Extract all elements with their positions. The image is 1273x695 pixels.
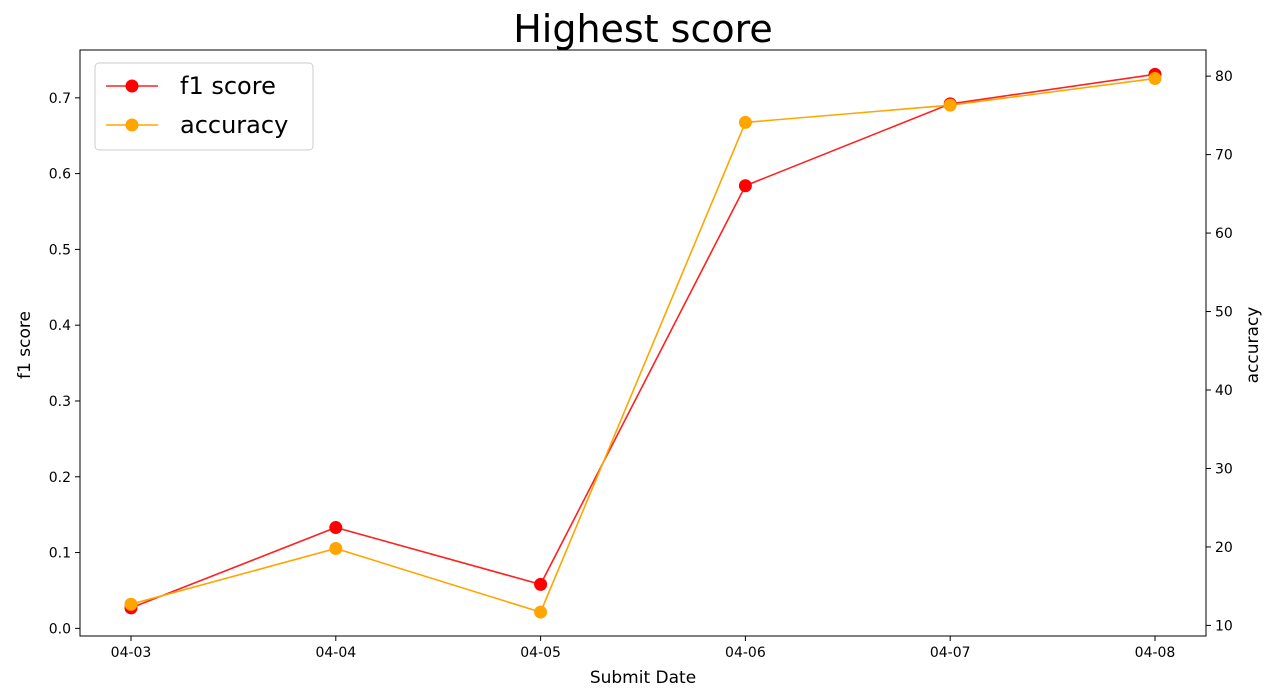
series-point-0 (329, 521, 343, 535)
series-line-1 (130, 77, 1156, 614)
legend-marker (125, 118, 139, 132)
y-right-tick-label: 70 (1215, 148, 1233, 164)
x-tick-label: 04-07 (930, 645, 971, 661)
y-left-tick-label: 0.3 (49, 394, 71, 410)
y-right-tick-label: 50 (1215, 305, 1233, 321)
x-tick-label: 04-04 (315, 645, 356, 661)
y-axis-right-label: accuracy (1243, 307, 1263, 384)
series-point-1 (738, 115, 752, 129)
legend-box (94, 62, 314, 151)
legend-label: accuracy (180, 111, 288, 139)
series-point-1 (943, 98, 957, 112)
y-right-tick-label: 20 (1215, 540, 1233, 556)
y-right-tick-label: 40 (1215, 383, 1233, 399)
series-point-1 (329, 542, 343, 556)
x-tick-label: 04-08 (1135, 645, 1176, 661)
x-axis-label: Submit Date (590, 668, 696, 688)
series-point-0 (534, 577, 548, 591)
legend-label: f1 score (180, 72, 276, 100)
legend: f1 score accuracy (94, 62, 314, 151)
x-tick-label: 04-05 (520, 645, 561, 661)
series-point-1 (1148, 71, 1162, 85)
legend-marker (125, 79, 139, 93)
series-point-1 (124, 597, 138, 611)
chart-title: Highest score (513, 7, 773, 51)
y-right-tick-label: 10 (1215, 618, 1233, 634)
y-right-tick-label: 80 (1215, 69, 1233, 85)
plot-frame (79, 49, 1207, 637)
x-tick-label: 04-03 (111, 645, 152, 661)
y-right-tick-label: 60 (1215, 226, 1233, 242)
y-left-tick-label: 0.6 (49, 167, 71, 183)
series-line-0 (130, 73, 1156, 609)
x-tick-label: 04-06 (725, 645, 766, 661)
y-axis-left-label: f1 score (15, 311, 35, 379)
y-left-tick-label: 0.4 (49, 318, 71, 334)
y-left-tick-label: 0.0 (49, 621, 71, 637)
y-right-tick-label: 30 (1215, 461, 1233, 477)
y-left-tick-label: 0.1 (49, 546, 71, 562)
y-left-tick-label: 0.2 (49, 470, 71, 486)
series-point-1 (534, 605, 548, 619)
series-point-0 (738, 179, 752, 193)
y-left-tick-label: 0.7 (49, 91, 71, 107)
y-left-tick-label: 0.5 (49, 242, 71, 258)
